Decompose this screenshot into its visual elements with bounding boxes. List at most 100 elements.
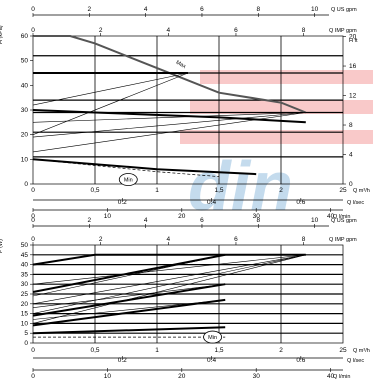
lsec-tick-label: 0.4 xyxy=(207,199,216,206)
x-tick-label: 0 xyxy=(31,187,35,194)
lmin-tick-label: 20 xyxy=(178,213,186,220)
series-line xyxy=(32,253,306,266)
y-tick-label: 10 xyxy=(21,156,29,163)
series-line xyxy=(32,112,306,123)
lmin-tick-label: 20 xyxy=(178,373,186,380)
impgpm-unit: Q IMP gpm xyxy=(329,237,357,243)
series-line xyxy=(32,72,189,135)
series-line xyxy=(33,35,307,114)
impgpm-tick-label: 4 xyxy=(166,236,170,243)
series-line xyxy=(32,254,306,314)
impgpm-tick-label: 0 xyxy=(31,27,35,34)
y-right-tick-label: 20 xyxy=(349,34,357,41)
y-tick-label: 40 xyxy=(21,82,29,89)
usgpm-tick-label: 0 xyxy=(31,217,35,224)
lmin-unit: Q l/min xyxy=(333,374,350,380)
y-tick-label: 60 xyxy=(21,33,29,40)
y-right-tick-label: 16 xyxy=(349,63,357,70)
x-tick-label: 2 xyxy=(279,187,283,194)
lsec-tick-label: 0.2 xyxy=(118,357,127,364)
x-tick-label: 1,5 xyxy=(214,187,223,194)
lsec-tick-label: 0.4 xyxy=(207,357,216,364)
x-tick-label: 2 xyxy=(279,347,283,354)
series-line xyxy=(32,254,306,324)
lsec-tick-label: 0.2 xyxy=(118,199,127,206)
series-line xyxy=(32,112,306,138)
impgpm-tick-label: 8 xyxy=(302,236,306,243)
y-tick-label: 15 xyxy=(21,311,29,318)
annotation-label: Min xyxy=(208,335,217,341)
lmin-tick-label: 40 xyxy=(327,373,335,380)
x-tick-label: 1,5 xyxy=(214,347,223,354)
y-tick-label: 20 xyxy=(21,301,29,308)
lmin-tick-label: 30 xyxy=(253,373,261,380)
series-line xyxy=(32,254,306,285)
series-line xyxy=(32,299,226,320)
min-label-ellipse xyxy=(203,330,223,344)
y-tick-label: 30 xyxy=(21,107,29,114)
lsec-tick-label: 0.6 xyxy=(296,199,305,206)
y-tick-label: 20 xyxy=(21,132,29,139)
y-tick-label: 40 xyxy=(21,262,29,269)
lmin-tick-label: 10 xyxy=(104,373,112,380)
watermark-band xyxy=(200,70,373,84)
min-label-ellipse xyxy=(118,173,138,186)
series-line xyxy=(32,298,226,327)
x-tick-label: 1 xyxy=(155,187,159,194)
impgpm-tick-label: 6 xyxy=(234,236,238,243)
annotation-label: Max xyxy=(175,60,187,71)
annotation-label: Min xyxy=(124,178,133,184)
series-line xyxy=(32,158,257,176)
usgpm-tick-label: 2 xyxy=(88,6,92,13)
x-tick-label: 25 xyxy=(339,347,347,354)
x-tick-label: 0,5 xyxy=(90,187,99,194)
impgpm-tick-label: 4 xyxy=(166,27,170,34)
usgpm-tick-label: 10 xyxy=(311,6,319,13)
usgpm-tick-label: 8 xyxy=(256,217,260,224)
y-axis-label: P (W) xyxy=(0,239,4,253)
impgpm-tick-label: 8 xyxy=(302,27,306,34)
series-line xyxy=(32,109,306,124)
impgpm-tick-label: 2 xyxy=(99,236,103,243)
y-tick-label: 35 xyxy=(21,271,29,278)
lmin-tick-label: 30 xyxy=(253,213,261,220)
series-line xyxy=(32,254,306,305)
y-tick-label: 0 xyxy=(24,181,28,188)
y-tick-label: 45 xyxy=(21,252,29,259)
impgpm-unit: Q IMP gpm xyxy=(329,28,357,34)
lmin-tick-label: 10 xyxy=(104,213,112,220)
y-right-axis-label: H ft xyxy=(349,38,358,44)
y-tick-label: 50 xyxy=(21,242,29,249)
y-right-tick-label: 12 xyxy=(349,93,357,100)
usgpm-tick-label: 8 xyxy=(256,6,260,13)
lmin-tick-label: 40 xyxy=(327,213,335,220)
y-right-tick-label: 8 xyxy=(349,122,353,129)
series-line xyxy=(32,283,226,317)
y-right-tick-label: 4 xyxy=(349,152,353,159)
watermark-text: din xyxy=(188,147,293,225)
usgpm-tick-label: 10 xyxy=(311,217,319,224)
x-tick-label: 25 xyxy=(339,187,347,194)
watermark-band xyxy=(180,130,373,144)
watermark-band xyxy=(190,100,373,114)
usgpm-tick-label: 6 xyxy=(200,217,204,224)
usgpm-tick-label: 4 xyxy=(144,217,148,224)
lsec-unit: Q l/sec xyxy=(347,358,364,364)
usgpm-tick-label: 2 xyxy=(88,217,92,224)
usgpm-unit: Q US gpm xyxy=(331,7,357,13)
watermark: din xyxy=(180,70,373,225)
usgpm-unit: Q US gpm xyxy=(331,218,357,224)
x-tick-label: 1 xyxy=(155,347,159,354)
x-axis-unit: Q m³/h xyxy=(353,188,370,194)
usgpm-tick-label: 0 xyxy=(31,6,35,13)
impgpm-tick-label: 2 xyxy=(99,27,103,34)
y-tick-label: 30 xyxy=(21,281,29,288)
series-line xyxy=(32,72,189,106)
series-line xyxy=(32,112,306,153)
usgpm-tick-label: 4 xyxy=(144,6,148,13)
series-line xyxy=(32,254,226,297)
y-tick-label: 50 xyxy=(21,58,29,65)
impgpm-tick-label: 6 xyxy=(234,27,238,34)
x-tick-label: 0,5 xyxy=(90,347,99,354)
